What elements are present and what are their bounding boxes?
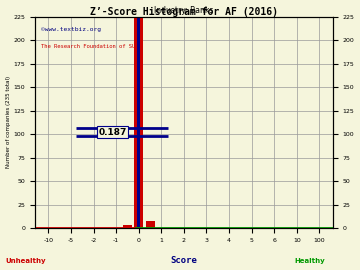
Y-axis label: Number of companies (235 total): Number of companies (235 total) [5, 76, 10, 168]
Text: The Research Foundation of SUNY: The Research Foundation of SUNY [41, 44, 141, 49]
Title: Z’-Score Histogram for AF (2016): Z’-Score Histogram for AF (2016) [90, 6, 278, 17]
Bar [123, 225, 132, 228]
Text: Score: Score [170, 256, 197, 265]
Text: Industry: Banks: Industry: Banks [154, 5, 213, 15]
Bar [134, 17, 143, 228]
Text: 0.187: 0.187 [98, 128, 126, 137]
Text: Unhealthy: Unhealthy [5, 258, 46, 264]
Bar [137, 17, 140, 228]
Text: ©www.textbiz.org: ©www.textbiz.org [41, 27, 101, 32]
Text: Healthy: Healthy [294, 258, 325, 264]
Bar [145, 221, 154, 228]
